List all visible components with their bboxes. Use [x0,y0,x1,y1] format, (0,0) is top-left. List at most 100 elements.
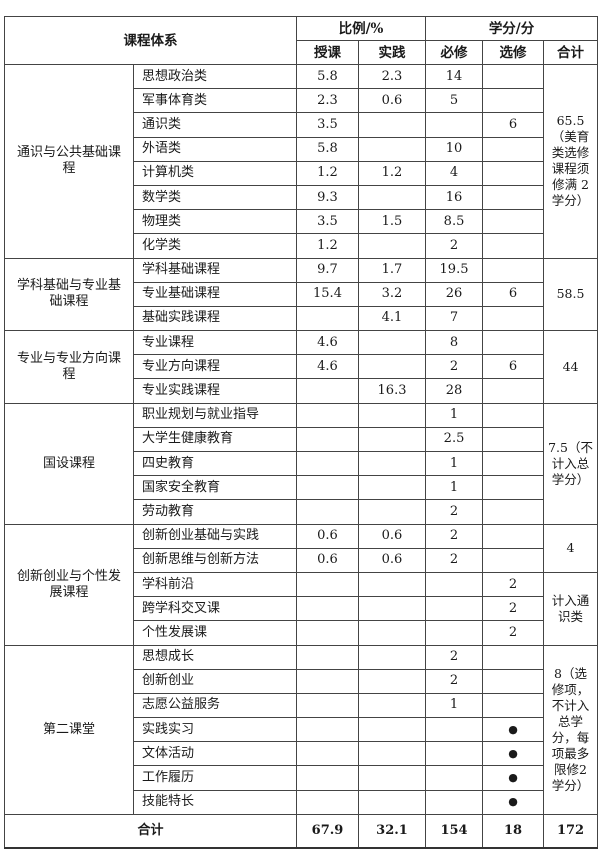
required-credits: 10 [425,136,484,162]
elective-credits [482,184,545,211]
summary-teach: 67.9 [296,813,359,849]
course-item: 思想政治类 [133,63,297,90]
practice-ratio [357,668,427,694]
course-item: 数学类 [133,184,297,211]
course-item: 文体活动 [133,741,297,767]
course-item: 志愿公益服务 [133,692,297,719]
teach-ratio: 3.5 [296,112,359,138]
table-row: 基础实践课程 4.1 7 [5,305,598,332]
elective-credits: ● [482,717,545,743]
course-item: 实践实习 [133,717,297,743]
teach-ratio [296,475,359,501]
practice-ratio [357,692,427,719]
elective-credits: ● [482,741,545,767]
course-item: 创新创业基础与实践 [133,523,297,549]
table-row: 军事体育类 2.3 0.6 5 [5,88,598,114]
teach-ratio [296,765,359,791]
course-item: 创新思维与创新方法 [133,547,297,573]
course-item: 国家安全教育 [133,475,297,501]
required-credits: 26 [425,281,484,307]
table-body: 通识与公共基础课程 思想政治类 5.8 2.3 14 65.5（美育类选修课程须修满 2 … [4,63,599,815]
practice-ratio [357,620,427,646]
required-credits [425,717,484,743]
group-total-credits: 4 [543,523,599,573]
teach-ratio [296,596,359,622]
elective-credits [482,330,545,356]
practice-ratio [357,765,427,791]
required-credits: 2 [425,668,484,694]
practice-ratio: 0.6 [357,88,427,114]
required-credits: 1 [425,402,484,428]
summary-practice: 32.1 [357,813,427,849]
practice-ratio [357,426,427,453]
practice-ratio [357,112,427,138]
group-total-credits: 65.5（美育类选修课程须修满 2 学分） [543,64,599,259]
elective-credits [482,499,545,525]
group-total-credits: 7.5（不计入总学分） [543,402,599,525]
course-item: 专业方向课程 [133,354,297,380]
elective-credits [482,402,545,428]
required-credits [425,112,484,138]
header-teach: 授课 [296,40,359,65]
course-item: 军事体育类 [133,88,297,114]
practice-ratio [357,450,427,477]
elective-credits [482,547,545,573]
teach-ratio [296,620,359,646]
practice-ratio [357,136,427,162]
course-item: 物理类 [133,209,297,235]
header-required: 必修 [425,40,484,65]
table-row: 技能特长 ● [5,789,598,815]
elective-credits [482,305,545,332]
summary-row: 合计 67.9 32.1 154 18 172 [4,813,599,849]
teach-ratio: 1.2 [296,160,359,186]
summary-label: 合计 [4,813,297,849]
required-credits: 2 [425,499,484,525]
course-item: 专业基础课程 [133,281,297,307]
teach-ratio [296,644,359,670]
practice-ratio [357,330,427,356]
required-credits [425,571,484,598]
course-group: 创新创业与个性发展课程 [4,523,134,646]
course-item: 职业规划与就业指导 [133,402,297,428]
elective-credits: 2 [482,596,545,622]
course-group: 学科基础与专业基础课程 [4,257,134,332]
elective-credits [482,88,545,114]
required-credits [425,596,484,622]
elective-credits [482,692,545,719]
required-credits: 2 [425,644,484,670]
table-row: 大学生健康教育 2.5 [5,426,598,453]
teach-ratio: 4.6 [296,330,359,356]
required-credits: 28 [425,378,484,404]
elective-credits: ● [482,765,545,791]
table-row: 第二课堂 思想成长 2 8（选修项，不计入总学分，每项最多限修2学分） [4,644,599,815]
practice-ratio [357,354,427,380]
elective-credits [482,160,545,186]
teach-ratio: 2.3 [296,88,359,114]
teach-ratio [296,717,359,743]
practice-ratio: 3.2 [357,281,427,307]
course-item: 劳动教育 [133,499,297,525]
practice-ratio [357,475,427,501]
teach-ratio [296,741,359,767]
course-item: 个性发展课 [133,620,297,646]
required-credits: 5 [425,88,484,114]
practice-ratio [357,596,427,622]
required-credits: 1 [425,450,484,477]
required-credits [425,765,484,791]
practice-ratio [357,571,427,598]
elective-credits: ● [482,789,545,815]
practice-ratio: 2.3 [357,63,427,90]
required-credits: 1 [425,692,484,719]
group-total-credits: 44 [543,330,599,404]
practice-ratio [357,184,427,211]
teach-ratio: 3.5 [296,209,359,235]
table-row: 个性发展课 2 [5,620,598,646]
teach-ratio: 15.4 [296,281,359,307]
elective-credits: 2 [482,571,545,598]
table-row: 通识与公共基础课程 思想政治类 5.8 2.3 14 65.5（美育类选修课程须修满 2 … [4,63,599,259]
table-row: 学科前沿 2 计入通识类 [5,571,599,646]
teach-ratio: 0.6 [296,547,359,573]
table-row: 志愿公益服务 1 [5,692,598,719]
table-row: 创新创业 2 [5,668,598,694]
teach-ratio [296,426,359,453]
